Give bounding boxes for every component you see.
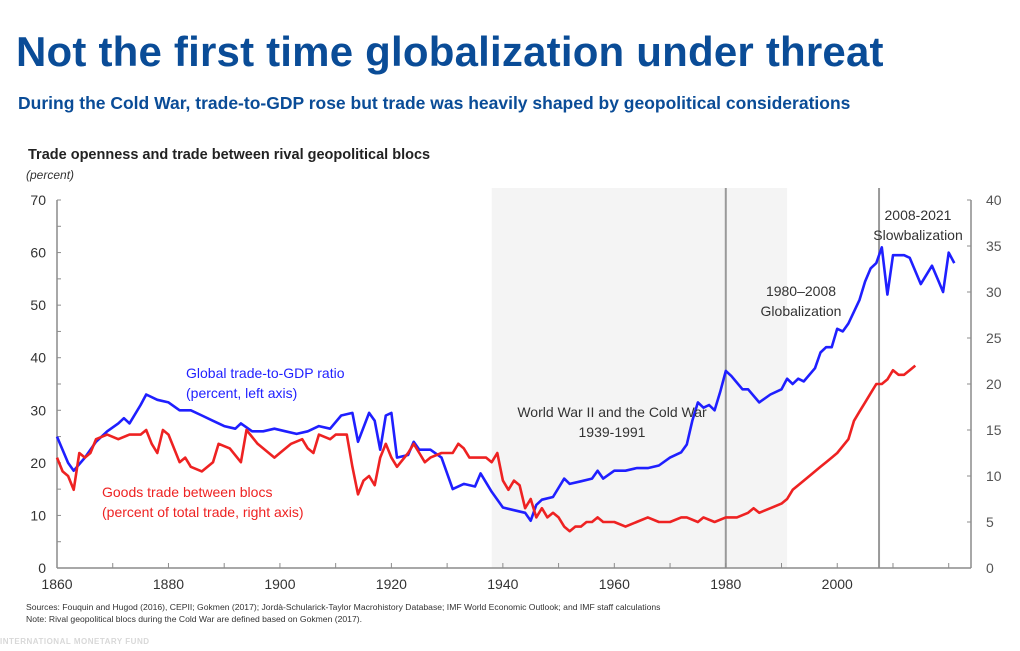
period-label: 2008-2021	[885, 207, 952, 223]
series-label: Global trade-to-GDP ratio	[186, 365, 345, 381]
x-axis-tick-label: 1940	[487, 576, 518, 592]
left-axis-tick-label: 30	[30, 402, 46, 418]
x-axis-tick-label: 2000	[822, 576, 853, 592]
right-axis-tick-label: 20	[986, 376, 1002, 392]
right-axis-tick-label: 5	[986, 514, 994, 530]
x-axis-tick-label: 1900	[264, 576, 295, 592]
chart-annotations: Global trade-to-GDP ratio (percent, left …	[102, 207, 963, 520]
right-axis-tick-label: 40	[986, 192, 1002, 208]
chart-unit-label: (percent)	[26, 168, 75, 182]
sources-text: Sources: Fouquin and Hugod (2016), CEPII…	[26, 602, 661, 612]
period-label: 1939-1991	[579, 424, 646, 440]
x-axis-tick-label: 1980	[710, 576, 741, 592]
shaded-periods	[491, 188, 788, 568]
left-axis-tick-label: 10	[30, 507, 46, 523]
series-label: Goods trade between blocs	[102, 484, 272, 500]
left-axis-tick-label: 0	[38, 560, 46, 576]
period-label: World War II and the Cold War	[517, 404, 707, 420]
left-axis-tick-label: 50	[30, 297, 46, 313]
left-axis-tick-label: 20	[30, 455, 46, 471]
x-axis-tick-label: 1860	[41, 576, 72, 592]
note-text: Note: Rival geopolitical blocs during th…	[26, 614, 362, 624]
x-axis-tick-label: 1880	[153, 576, 184, 592]
bloc-trade-line	[55, 364, 917, 533]
right-axis-tick-label: 25	[986, 330, 1002, 346]
left-axis-tick-label: 60	[30, 245, 46, 261]
right-axis-tick-label: 10	[986, 468, 1002, 484]
series-label: (percent, left axis)	[186, 385, 297, 401]
right-axis-tick-label: 30	[986, 284, 1002, 300]
chart-notes: Sources: Fouquin and Hugod (2016), CEPII…	[26, 601, 660, 625]
page-title: Not the first time globalization under t…	[16, 28, 884, 75]
footer-organization: INTERNATIONAL MONETARY FUND	[0, 637, 150, 646]
period-label: 1980–2008	[766, 283, 836, 299]
x-axis-tick-label: 1960	[599, 576, 630, 592]
page-subtitle: During the Cold War, trade-to-GDP rose b…	[18, 93, 851, 113]
period-label: Slowbalization	[873, 227, 963, 243]
right-axis-tick-label: 35	[986, 238, 1002, 254]
period-label: Globalization	[761, 303, 842, 319]
trade-to-gdp-line	[55, 246, 956, 523]
left-axis-tick-label: 40	[30, 350, 46, 366]
chart-title: Trade openness and trade between rival g…	[28, 147, 431, 163]
axes: 0 10 20 30 40 50 60 70 0 5 10 15 20 25 30 35 40 1860 1880 1…	[30, 192, 1001, 592]
series-lines	[55, 246, 956, 533]
shaded-period	[491, 188, 788, 568]
right-axis-tick-label: 0	[986, 560, 994, 576]
series-label: (percent of total trade, right axis)	[102, 504, 304, 520]
x-axis-tick-label: 1920	[376, 576, 407, 592]
right-axis-tick-label: 15	[986, 422, 1002, 438]
left-axis-tick-label: 70	[30, 192, 46, 208]
